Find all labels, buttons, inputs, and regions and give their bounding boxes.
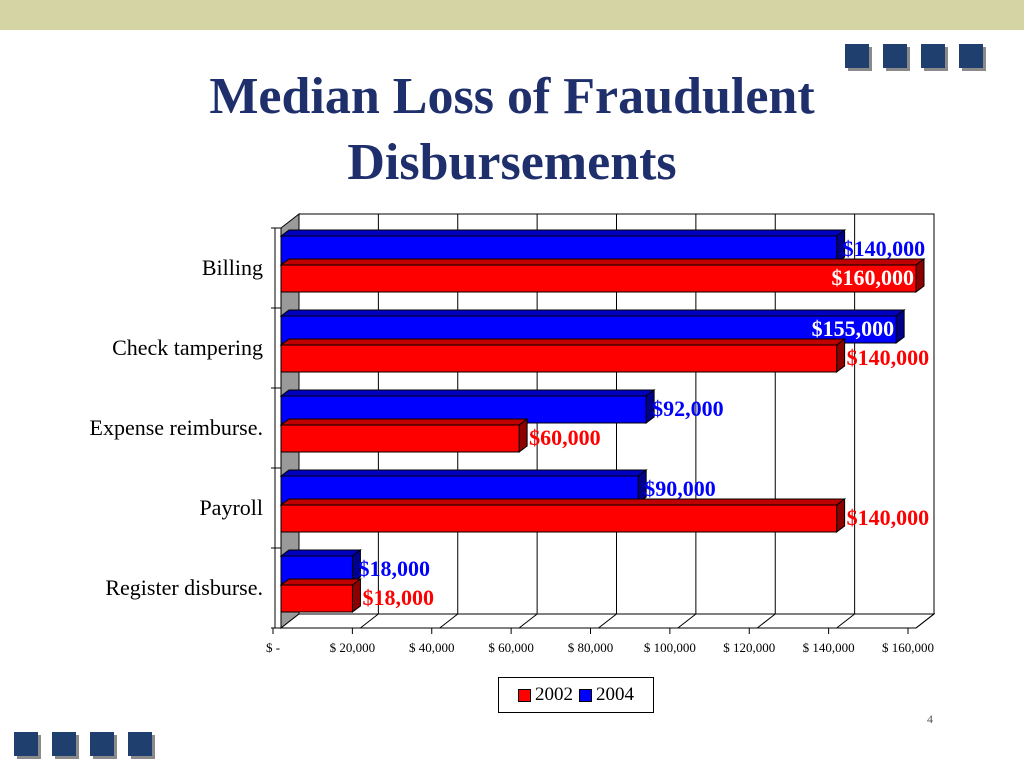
- gridline-floor: [915, 613, 935, 629]
- decor-square: [921, 44, 945, 68]
- legend-item-2004: 2004: [579, 684, 634, 706]
- gridline-floor: [439, 613, 459, 629]
- decor-square: [14, 732, 38, 756]
- slide-number: 4: [927, 712, 933, 726]
- bar-chart: $ - $ 20,000 $ 40,000 $ 60,000 $ 80,000 $ 100…: [90, 212, 936, 655]
- slide-title-line-2: Disbursements: [347, 134, 677, 191]
- legend-item-2002: 2002: [518, 684, 573, 706]
- data-label-2004: $140,000: [843, 236, 926, 261]
- x-tick-label: $ 40,000: [409, 640, 455, 655]
- slide-title-line-1: Median Loss of Fraudulent: [209, 68, 815, 125]
- category-label: Billing: [202, 255, 263, 280]
- gridline-floor: [360, 613, 379, 629]
- bar-2002-top: [279, 258, 926, 266]
- decor-square: [90, 732, 114, 756]
- bar-2002-top: [279, 578, 362, 586]
- bar-2002: [280, 584, 353, 613]
- data-label-2004: $92,000: [652, 396, 724, 421]
- category-label: Register disburse.: [105, 575, 263, 600]
- decor-square: [128, 732, 152, 756]
- legend-label-2002: 2002: [535, 684, 573, 705]
- bar-2002: [280, 344, 838, 373]
- top-decor-band: [0, 0, 1024, 30]
- data-label-2002: $140,000: [847, 505, 930, 530]
- x-tick-label: $ 60,000: [488, 640, 534, 655]
- slide-title: Median Loss of Fraudulent Disbursements: [0, 64, 1024, 196]
- x-tick-label: $ 120,000: [723, 640, 775, 655]
- bar-2004-top: [279, 389, 656, 397]
- x-tick-label: $ 20,000: [330, 640, 376, 655]
- decor-square: [52, 732, 76, 756]
- bar-2002: [280, 424, 520, 453]
- bar-2002-end: [915, 258, 925, 293]
- data-label-2002: $60,000: [529, 425, 601, 450]
- bar-2002: [280, 504, 838, 533]
- bar-2004-top: [279, 549, 362, 557]
- bar-2002-top: [279, 498, 847, 506]
- x-tick-label: $ 100,000: [644, 640, 696, 655]
- gridline-floor: [836, 613, 855, 629]
- data-label-2002: $160,000: [832, 265, 915, 290]
- x-tick-label: $ 140,000: [803, 640, 855, 655]
- category-label: Check tampering: [112, 335, 263, 360]
- data-label-2004: $155,000: [812, 316, 895, 341]
- category-label: Payroll: [199, 495, 263, 520]
- category-label: Expense reimburse.: [90, 415, 264, 440]
- decor-square: [883, 44, 907, 68]
- legend-swatch-2004: [579, 688, 592, 702]
- x-tick-label: $ 80,000: [568, 640, 614, 655]
- legend-label-2004: 2004: [596, 684, 634, 705]
- bar-2002: [280, 264, 917, 293]
- data-label-2004: $18,000: [358, 556, 430, 581]
- x-tick-label: $ -: [266, 640, 280, 655]
- bottom-left-decor-squares: [14, 732, 152, 756]
- gridline-floor: [598, 613, 617, 629]
- decor-square: [845, 44, 869, 68]
- bar-2004-top: [279, 469, 648, 477]
- bar-2002-end: [351, 578, 361, 613]
- data-label-2002: $140,000: [847, 345, 930, 370]
- bar-2002-top: [279, 418, 529, 426]
- bar-2002-end: [518, 418, 528, 453]
- bar-2004-top: [279, 229, 847, 237]
- x-tick-label: $ 160,000: [882, 640, 934, 655]
- data-label-2002: $18,000: [362, 585, 434, 610]
- legend-swatch-2002: [518, 688, 531, 702]
- bar-2002-end: [836, 338, 846, 373]
- top-right-decor-squares: [845, 44, 983, 68]
- bar-2002-top: [279, 338, 847, 346]
- bar-2004-end: [895, 309, 905, 344]
- bar-2002-end: [836, 498, 846, 533]
- gridline-floor: [756, 613, 776, 629]
- gridline-floor: [518, 613, 538, 629]
- gridline-floor: [677, 613, 697, 629]
- data-label-2004: $90,000: [644, 476, 716, 501]
- chart-legend: 2002 2004: [498, 677, 654, 713]
- decor-square: [959, 44, 983, 68]
